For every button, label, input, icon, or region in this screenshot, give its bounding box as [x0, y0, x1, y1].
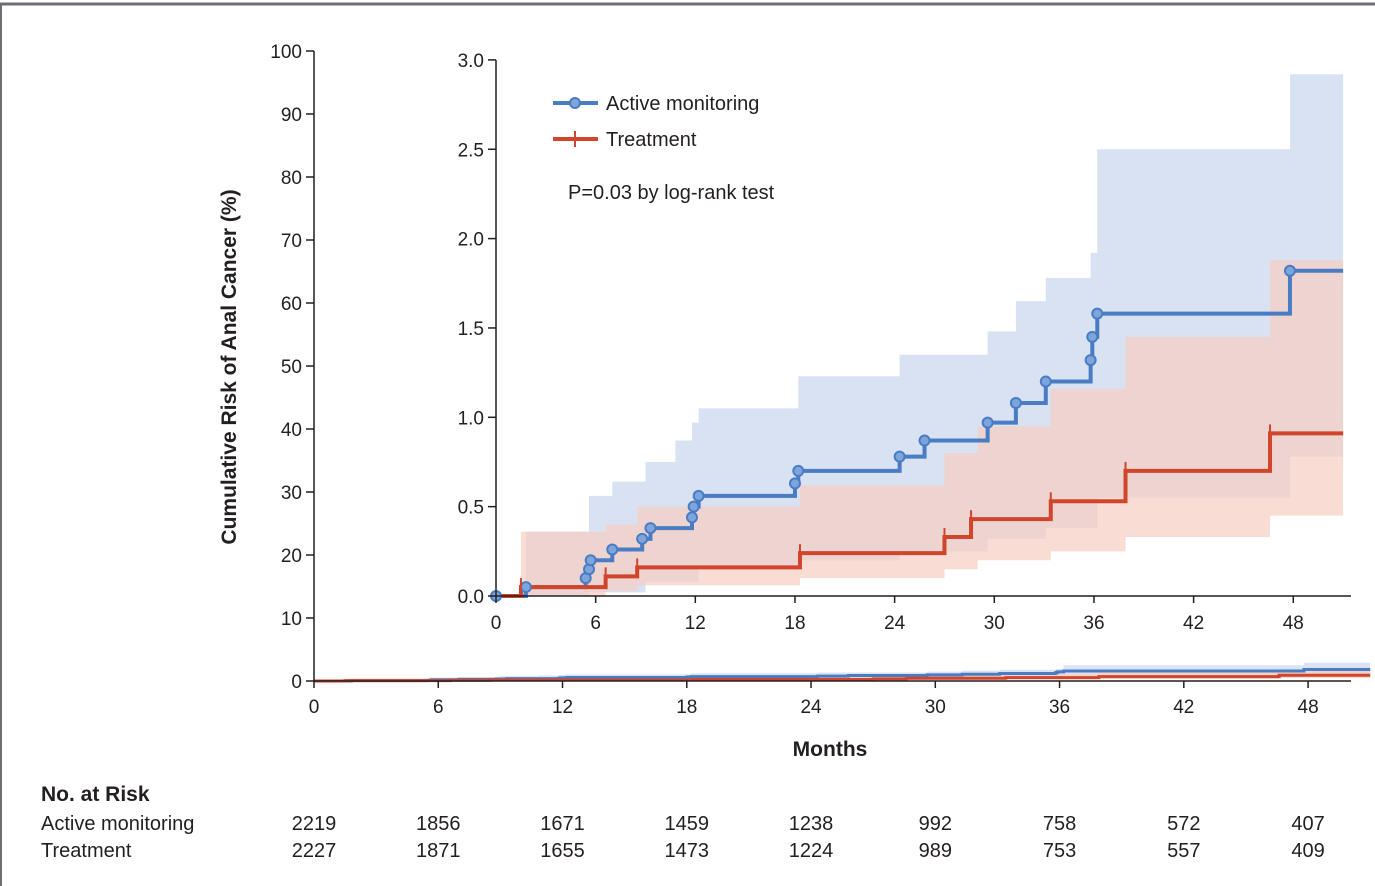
risk-row-label-active: Active monitoring: [41, 813, 194, 835]
y-axis-title: Cumulative Risk of Anal Cancer (%): [218, 189, 241, 544]
main-y-tick-label: 40: [281, 420, 302, 441]
risk-value: 409: [1291, 840, 1324, 862]
inset-y-axis: 0.0 0.5 1.0 1.5 2.0 2.5 3.0: [458, 51, 497, 608]
inset-active-event-marker: [687, 500, 700, 513]
risk-value: 1871: [416, 840, 461, 862]
inset-active-event-marker: [893, 450, 906, 463]
inset-x-tick-label: 0: [491, 613, 502, 634]
main-x-tick-label: 0: [309, 697, 320, 718]
inset-active-event-marker: [584, 554, 597, 567]
main-y-axis: 0 10 20 30 40 50 60 70 80 90 100: [270, 42, 315, 693]
inset-x-tick-label: 30: [984, 613, 1005, 634]
main-y-tick-label: 0: [291, 672, 302, 693]
p-value-annotation: P=0.03 by log-rank test: [568, 182, 775, 204]
main-y-tick-label: 60: [281, 294, 302, 315]
risk-value: 992: [919, 813, 952, 835]
inset-y-tick-label: 2.0: [458, 230, 484, 251]
inset-active-event-marker: [644, 522, 657, 535]
main-x-tick-label: 18: [676, 697, 697, 718]
risk-value: 1671: [540, 813, 585, 835]
inset-active-event-marker: [981, 416, 994, 429]
inset-active-event-marker: [1283, 264, 1296, 277]
inset-active-event-marker: [636, 532, 649, 545]
risk-value: 557: [1167, 840, 1200, 862]
legend-item-active-monitoring: Active monitoring: [553, 93, 759, 115]
legend-treatment-label: Treatment: [606, 129, 697, 151]
risk-value: 1224: [789, 840, 834, 862]
main-x-axis: 0 6 12 18 24 30 36 42 48: [309, 680, 1351, 718]
inset-x-tick-label: 48: [1283, 613, 1304, 634]
inset-active-event-marker: [606, 543, 619, 556]
inset-active-event-marker: [1091, 307, 1104, 320]
main-y-tick-label: 100: [270, 42, 302, 63]
inset-x-tick-label: 12: [685, 613, 706, 634]
main-x-tick-label: 24: [800, 697, 822, 718]
inset-active-event-marker: [685, 511, 698, 524]
risk-value: 758: [1043, 813, 1076, 835]
inset-x-tick-label: 42: [1183, 613, 1204, 634]
inset-y-tick-label: 0.0: [458, 587, 484, 608]
risk-value: 2219: [292, 813, 337, 835]
main-y-tick-label: 90: [281, 105, 302, 126]
legend-active-label: Active monitoring: [606, 93, 759, 115]
legend: Active monitoring Treatment: [553, 93, 759, 151]
main-y-tick-label: 20: [281, 546, 302, 567]
risk-value: 1459: [665, 813, 710, 835]
inset-x-axis: 0 6 12 18 24 30 36 42 48: [491, 595, 1351, 634]
legend-active-marker: [569, 97, 581, 109]
main-x-tick-label: 36: [1049, 697, 1070, 718]
risk-value: 1655: [540, 840, 585, 862]
inset-active-event-marker: [918, 434, 931, 447]
risk-value: 1473: [665, 840, 710, 862]
main-x-tick-label: 12: [552, 697, 573, 718]
inset-y-tick-label: 2.5: [458, 140, 484, 161]
risk-value: 2227: [292, 840, 337, 862]
risk-value: 572: [1167, 813, 1200, 835]
main-y-tick-label: 30: [281, 483, 302, 504]
main-y-tick-label: 80: [281, 168, 302, 189]
number-at-risk-header: No. at Risk: [41, 783, 150, 806]
risk-value: 1238: [789, 813, 834, 835]
inset-plot: 0.0 0.5 1.0 1.5 2.0 2.5 3.0 0 6 12 18 24 30 36 42 48 A…: [458, 51, 1351, 634]
inset-x-tick-label: 6: [590, 613, 601, 634]
inset-y-tick-label: 0.5: [458, 498, 484, 519]
risk-value: 1856: [416, 813, 461, 835]
inset-active-event-marker: [1039, 375, 1052, 388]
legend-item-treatment: Treatment: [553, 129, 697, 151]
main-x-tick-label: 30: [925, 697, 946, 718]
inset-y-tick-label: 1.0: [458, 408, 484, 429]
main-y-tick-label: 10: [281, 609, 302, 630]
main-y-tick-label: 70: [281, 231, 302, 252]
inset-y-tick-label: 1.5: [458, 319, 484, 340]
inset-active-event-marker: [692, 489, 705, 502]
inset-active-event-marker: [1084, 354, 1097, 367]
inset-active-event-marker: [792, 464, 805, 477]
risk-value: 753: [1043, 840, 1076, 862]
main-y-tick-label: 50: [281, 357, 302, 378]
main-x-tick-label: 42: [1173, 697, 1194, 718]
inset-active-event-marker: [1009, 397, 1022, 410]
risk-value: 989: [919, 840, 952, 862]
inset-y-tick-label: 3.0: [458, 51, 484, 72]
inset-x-tick-label: 24: [884, 613, 906, 634]
main-x-tick-label: 6: [433, 697, 444, 718]
inset-treatment-ci-band: [496, 260, 1344, 596]
inset-x-tick-label: 18: [784, 613, 805, 634]
inset-active-event-marker: [788, 477, 801, 490]
number-at-risk-table: No. at Risk Active monitoring Treatment …: [41, 783, 1325, 862]
inset-x-tick-label: 36: [1083, 613, 1104, 634]
risk-row-label-treatment: Treatment: [41, 840, 132, 862]
main-x-tick-label: 48: [1298, 697, 1319, 718]
inset-active-event-marker: [519, 581, 532, 594]
risk-value: 407: [1291, 813, 1324, 835]
x-axis-title: Months: [793, 738, 868, 761]
inset-active-event-marker: [1086, 330, 1099, 343]
